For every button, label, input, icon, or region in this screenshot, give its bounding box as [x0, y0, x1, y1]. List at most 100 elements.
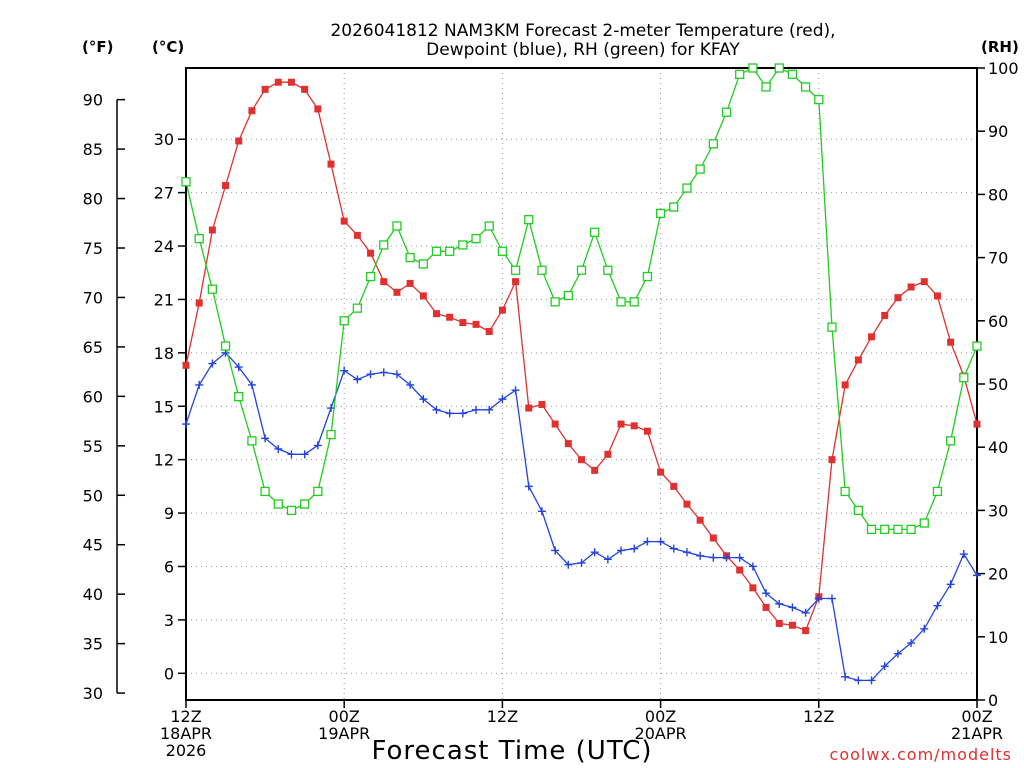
- rh-point: [880, 524, 890, 535]
- 2-meter-temperature-point: [485, 327, 493, 335]
- fahrenheit-axis-unit: (°F): [82, 38, 113, 56]
- celsius-tick-label: 24: [154, 237, 174, 256]
- 2-meter-temperature-point: [551, 420, 559, 428]
- fahrenheit-tick-label: 60: [83, 387, 103, 406]
- x-tick-label: 12Z: [487, 707, 518, 726]
- rh-point: [603, 265, 613, 275]
- dewpoint-point: [524, 482, 533, 491]
- dewpoint-point: [392, 370, 401, 379]
- 2-meter-temperature-point: [841, 381, 849, 389]
- chart-title-line-1: 2026041812 NAM3KM Forecast 2-meter Tempe…: [330, 21, 835, 41]
- rh-point: [326, 429, 336, 440]
- rh-point: [405, 252, 415, 263]
- 2-meter-temperature-point: [182, 361, 190, 369]
- dewpoint-point: [656, 537, 665, 546]
- 2-meter-temperature-point: [775, 619, 783, 627]
- rh-axis-unit: (RH): [981, 38, 1019, 56]
- rh-point: [234, 391, 244, 402]
- plot-frame: [185, 67, 978, 701]
- axes: 30 35 40 45 50 55 60 65 70 75 80 85 90 0 3 6 9 12 15 18 21 24…: [83, 59, 1019, 760]
- dewpoint-point: [419, 395, 428, 404]
- celsius-tick-label: 3: [164, 611, 174, 630]
- rh-point: [761, 82, 771, 92]
- 2-meter-temperature-point: [235, 137, 243, 145]
- 2-meter-temperature-point: [894, 294, 902, 302]
- rh-point: [510, 265, 521, 275]
- x-axis-title: Forecast Time (UTC): [371, 736, 652, 766]
- dewpoint-point: [564, 560, 573, 569]
- 2-meter-temperature-point: [933, 292, 941, 300]
- rh-point: [787, 69, 798, 79]
- rh-tick-label: 10: [988, 628, 1008, 647]
- dewpoint-point: [722, 553, 731, 562]
- dewpoint-point: [379, 368, 388, 377]
- fahrenheit-tick-label: 50: [83, 486, 103, 505]
- 2-meter-temperature-point: [868, 333, 876, 341]
- x-tick-label: 00Z 20APR: [635, 707, 687, 743]
- x-tick-label: 12Z: [803, 707, 834, 726]
- dewpoint-point: [537, 507, 546, 516]
- dewpoint-point: [195, 380, 204, 389]
- 2-meter-temperature-point: [947, 338, 955, 346]
- dewpoint-point: [907, 639, 916, 648]
- 2-meter-temperature-point: [683, 500, 691, 508]
- rh-point: [365, 271, 376, 282]
- rh-point: [194, 233, 204, 244]
- dewpoint-point: [432, 405, 441, 414]
- 2-meter-temperature-point: [578, 456, 585, 464]
- dewpoint-point: [551, 546, 560, 555]
- rh-point: [471, 233, 481, 244]
- rh-point: [814, 94, 824, 105]
- celsius-tick-label: 6: [164, 557, 174, 576]
- dewpoint-point: [841, 672, 850, 681]
- rh-tick-label: 80: [988, 185, 1008, 204]
- rh-tick-label: 60: [988, 312, 1008, 331]
- 2-meter-temperature-point: [406, 279, 414, 287]
- celsius-tick-label: 30: [154, 130, 174, 149]
- dewpoint-point: [485, 405, 494, 414]
- rh-tick-label: 30: [988, 501, 1008, 520]
- dewpoint-point: [182, 420, 190, 429]
- rh-point: [352, 303, 363, 313]
- dewpoint-point: [208, 359, 217, 368]
- dewpoint-point: [458, 409, 467, 418]
- dewpoint-point: [247, 380, 256, 389]
- 2-meter-temperature-point: [736, 566, 744, 574]
- fahrenheit-tick-label: 35: [83, 635, 103, 654]
- rh-point: [497, 246, 508, 256]
- rh-point: [669, 202, 679, 212]
- dewpoint-point: [696, 551, 705, 560]
- rh-point: [220, 341, 231, 351]
- 2-meter-temperature-point: [788, 621, 796, 629]
- 2-meter-temperature-point: [314, 105, 322, 113]
- rh-point: [286, 505, 297, 516]
- 2-meter-temperature-point: [512, 278, 520, 286]
- rh-point: [774, 63, 784, 73]
- celsius-tick-label: 12: [154, 451, 174, 470]
- rh-point: [563, 290, 573, 301]
- rh-point: [748, 63, 758, 73]
- rh-point: [537, 265, 547, 275]
- rh-point: [339, 316, 349, 326]
- 2-meter-temperature-point: [393, 288, 401, 296]
- rh-point: [708, 139, 718, 149]
- 2-meter-temperature-point: [907, 283, 915, 291]
- x-tick-label: 00Z 21APR: [951, 707, 1003, 743]
- 2-meter-temperature-point: [920, 278, 928, 286]
- celsius-tick-label: 15: [154, 397, 174, 416]
- dewpoint-point: [498, 395, 507, 404]
- dewpoint-point: [472, 405, 481, 414]
- dewpoint-point: [313, 441, 322, 450]
- dewpoint-point: [801, 608, 810, 617]
- dewpoint-point: [788, 603, 797, 612]
- rh-point: [853, 505, 863, 516]
- 2-meter-temperature-point: [327, 160, 335, 168]
- gridlines: [185, 68, 978, 700]
- rh-point: [550, 297, 560, 307]
- rh-tick-label: 70: [988, 249, 1008, 268]
- 2-meter-temperature-point: [419, 292, 427, 300]
- dewpoint-point: [762, 589, 771, 598]
- x-tick-label: 00Z 19APR: [318, 707, 370, 743]
- rh-point: [695, 164, 705, 174]
- 2-meter-temperature-point: [802, 627, 810, 635]
